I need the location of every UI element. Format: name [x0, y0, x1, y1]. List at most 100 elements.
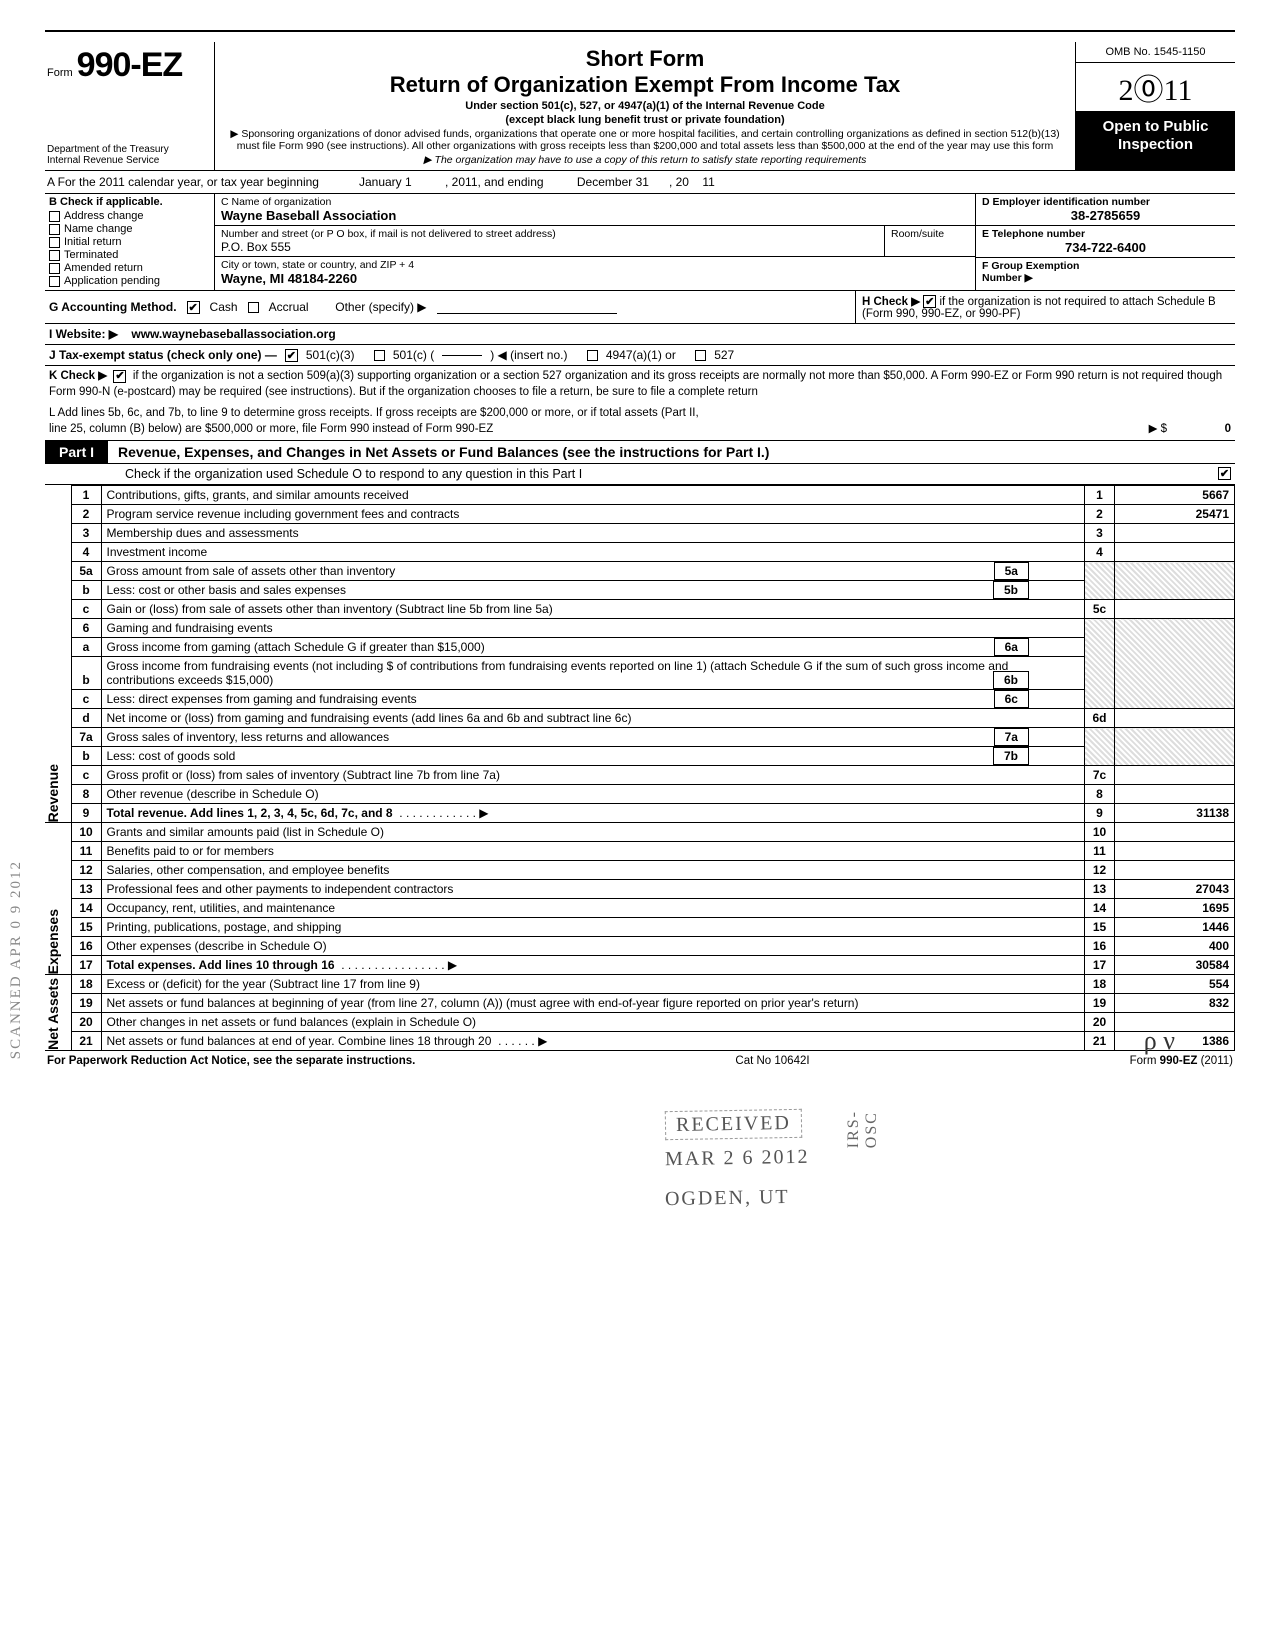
chk-4947[interactable]	[587, 350, 598, 361]
chk-terminated[interactable]: Terminated	[49, 249, 210, 261]
cell-org-name: C Name of organization Wayne Baseball As…	[215, 194, 975, 226]
row-line-5c: cGain or (loss) from sale of assets othe…	[45, 600, 1235, 619]
omb-number: OMB No. 1545-1150	[1076, 42, 1235, 63]
j-4947: 4947(a)(1) or	[606, 348, 676, 362]
row-line-21: 21Net assets or fund balances at end of …	[45, 1032, 1235, 1051]
footer-mid: Cat No 10642I	[735, 1055, 809, 1067]
chk-schedule-o[interactable]: ✔	[1218, 467, 1231, 480]
j-501c3: 501(c)(3)	[306, 348, 355, 362]
form-page: Form 990-EZ Department of the Treasury I…	[45, 30, 1235, 1071]
row-line-19: 19Net assets or fund balances at beginni…	[45, 994, 1235, 1013]
line1-desc: Contributions, gifts, grants, and simila…	[101, 486, 1085, 505]
l-text2: line 25, column (B) below) are $500,000 …	[49, 422, 493, 438]
part1-title: Revenue, Expenses, and Changes in Net As…	[108, 444, 769, 460]
row-a-end1: December 31	[577, 175, 649, 189]
l-amt: 0	[1225, 423, 1231, 435]
l-text1: L Add lines 5b, 6c, and 7b, to line 9 to…	[49, 406, 1231, 422]
j-label: J Tax-exempt status (check only one) —	[49, 348, 277, 362]
row-line-7b: b Less: cost of goods sold 7b	[45, 747, 1235, 766]
chk-pending[interactable]: Application pending	[49, 275, 210, 287]
j-501c: 501(c) (	[393, 348, 434, 362]
row-a-end3: 11	[702, 175, 714, 189]
chk-501c3[interactable]: ✔	[285, 349, 298, 362]
group-ex-label2: Number ▶	[982, 272, 1229, 284]
cell-group-exemption: F Group Exemption Number ▶	[976, 258, 1235, 286]
col-d-e-f: D Employer identification number 38-2785…	[975, 194, 1235, 290]
subtitle-1b: (except black lung benefit trust or priv…	[225, 114, 1065, 126]
chk-527[interactable]	[695, 350, 706, 361]
row-a-begin: January 1	[359, 175, 412, 189]
footer-left: For Paperwork Reduction Act Notice, see …	[47, 1055, 415, 1067]
subtitle-3: ▶ The organization may have to use a cop…	[225, 154, 1065, 166]
g-other-line[interactable]	[437, 300, 617, 314]
k-text: if the organization is not a section 509…	[49, 370, 1222, 398]
cell-city: City or town, state or country, and ZIP …	[215, 257, 975, 288]
cell-phone: E Telephone number 734-722-6400	[976, 226, 1235, 258]
cell-room: Room/suite	[885, 226, 975, 256]
stamp-date: MAR 2 6 2012	[655, 1144, 820, 1174]
form-number-block: Form 990-EZ	[47, 46, 208, 85]
city-value: Wayne, MI 48184-2260	[221, 271, 969, 286]
j-insert[interactable]	[442, 355, 482, 356]
vlabel-expenses: Expenses	[45, 823, 71, 975]
header-right: OMB No. 1545-1150 2⓪201111 Open to Publi…	[1075, 42, 1235, 170]
row-line-7c: cGross profit or (loss) from sales of in…	[45, 766, 1235, 785]
phone-label: E Telephone number	[982, 228, 1229, 240]
stamp-ogden: OGDEN, UT	[655, 1184, 800, 1214]
i-value: www.waynebaseballassociation.org	[131, 327, 335, 341]
form-number: 990-EZ	[77, 46, 183, 85]
chk-accrual[interactable]	[248, 302, 259, 313]
page-footer: For Paperwork Reduction Act Notice, see …	[45, 1051, 1235, 1071]
l-amt-label: ▶ $	[1149, 423, 1167, 435]
row-h: H Check ▶ ✔ if the organization is not r…	[855, 291, 1235, 323]
header-center: Short Form Return of Organization Exempt…	[215, 42, 1075, 170]
row-line-14: 14Occupancy, rent, utilities, and mainte…	[45, 899, 1235, 918]
row-line-15: 15Printing, publications, postage, and s…	[45, 918, 1235, 937]
org-name-label: C Name of organization	[221, 196, 969, 208]
g-accrual: Accrual	[269, 300, 309, 314]
chk-h[interactable]: ✔	[923, 295, 936, 308]
row-i: I Website: ▶ www.waynebaseballassociatio…	[45, 324, 1235, 345]
row-k: K Check ▶ ✔ if the organization is not a…	[45, 366, 1235, 403]
org-name-value: Wayne Baseball Association	[221, 208, 969, 223]
cell-ein: D Employer identification number 38-2785…	[976, 194, 1235, 226]
row-line-5b: b Less: cost or other basis and sales ex…	[45, 581, 1235, 600]
stamp-irs: IRS-OSC	[845, 1110, 881, 1148]
row-line-10: Expenses 10Grants and similar amounts pa…	[45, 823, 1235, 842]
row-line-6a: a Gross income from gaming (attach Sched…	[45, 638, 1235, 657]
header-left: Form 990-EZ Department of the Treasury I…	[45, 42, 215, 170]
row-line-6b: b Gross income from fundraising events (…	[45, 657, 1235, 690]
chk-amended[interactable]: Amended return	[49, 262, 210, 274]
stamp-received: RECEIVED	[665, 1109, 802, 1140]
vlabel-revenue: Revenue	[45, 486, 71, 823]
addr-value: P.O. Box 555	[221, 240, 878, 254]
line1-amt: 5667	[1115, 486, 1235, 505]
row-line-16: 16Other expenses (describe in Schedule O…	[45, 937, 1235, 956]
part1-sub-text: Check if the organization used Schedule …	[125, 467, 582, 481]
j-501c-b: ) ◀ (insert no.)	[490, 348, 567, 362]
phone-value: 734-722-6400	[982, 240, 1229, 255]
g-cash: Cash	[210, 300, 238, 314]
row-line-6c: c Less: direct expenses from gaming and …	[45, 690, 1235, 709]
chk-cash[interactable]: ✔	[187, 301, 200, 314]
part1-sub: Check if the organization used Schedule …	[45, 464, 1235, 485]
chk-initial-return[interactable]: Initial return	[49, 236, 210, 248]
row-line-6: 6Gaming and fundraising events	[45, 619, 1235, 638]
chk-k[interactable]: ✔	[113, 370, 126, 383]
city-label: City or town, state or country, and ZIP …	[221, 259, 969, 271]
ein-value: 38-2785659	[982, 208, 1229, 223]
part1-table: Revenue 1 Contributions, gifts, grants, …	[45, 485, 1235, 1051]
j-527: 527	[714, 348, 734, 362]
row-line-9: 9Total revenue. Add lines 1, 2, 3, 4, 5c…	[45, 804, 1235, 823]
top-rule	[45, 30, 1235, 32]
k-label: K Check ▶	[49, 370, 107, 382]
row-line-2: 2Program service revenue including gover…	[45, 505, 1235, 524]
group-ex-label: F Group Exemption	[982, 260, 1229, 272]
signature-mark: ρ ν	[1144, 1026, 1175, 1056]
chk-501c[interactable]	[374, 350, 385, 361]
chk-address-change[interactable]: Address change	[49, 210, 210, 222]
chk-name-change[interactable]: Name change	[49, 223, 210, 235]
row-g-h: G Accounting Method. ✔ Cash Accrual Othe…	[45, 291, 1235, 324]
room-label: Room/suite	[891, 228, 969, 240]
row-line-12: 12Salaries, other compensation, and empl…	[45, 861, 1235, 880]
